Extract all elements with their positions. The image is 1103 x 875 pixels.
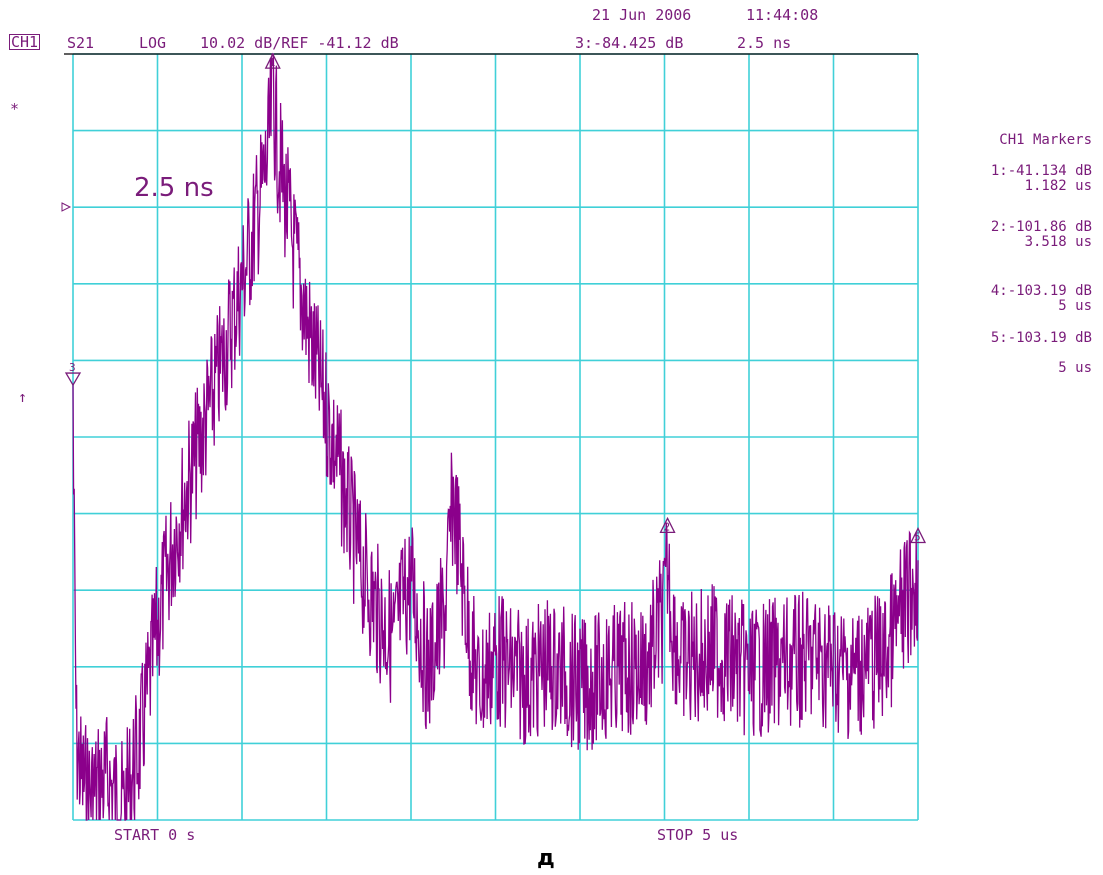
marker-5-value: 5:-103.19 dB (990, 330, 1092, 346)
marker-4-value: 4:-103.19 dB (990, 283, 1092, 299)
date-label: 21 Jun 2006 (592, 6, 692, 24)
star-icon: * (10, 100, 20, 118)
markers-panel-title: CH1 Markers (999, 132, 1092, 148)
stop-label: STOP 5 us (657, 826, 739, 844)
parameter-label: S21 (67, 34, 95, 52)
marker-1-value: 1:-41.134 dB (990, 163, 1092, 179)
start-label: START 0 s (114, 826, 196, 844)
channel-label: CH1 (9, 33, 41, 51)
format-label: LOG (139, 34, 167, 52)
marker-2-value: 2:-101.86 dB (990, 219, 1092, 235)
marker-1-time: 1.182 us (1024, 178, 1092, 194)
s21-trace (72, 53, 919, 821)
marker-3-label: 3 (69, 361, 76, 374)
marker-3-triangle (64, 372, 82, 387)
reference-pointer-icon (61, 202, 72, 212)
marker-2-time: 3.518 us (1024, 234, 1092, 250)
scale-label: 10.02 dB/REF -41.12 dB (200, 34, 399, 52)
marker-2-label: 2 (664, 520, 671, 533)
time-label: 11:44:08 (746, 6, 819, 24)
marker-1-triangle (264, 52, 281, 69)
active-marker-value: 3:-84.425 dB (575, 34, 684, 52)
marker-symbols: 1 2 3 5 (64, 52, 927, 544)
active-marker-time: 2.5 ns (737, 34, 792, 52)
marker-1-label: 1 (269, 56, 276, 69)
up-arrow-icon: ↑ (18, 388, 28, 406)
marker-5-label: 5 (914, 531, 921, 544)
marker-2-triangle (659, 516, 676, 533)
figure-caption: д (537, 846, 555, 871)
marker-4-time: 5 us (1058, 298, 1092, 314)
marker-5-triangle (909, 527, 927, 544)
annotation-2-5-ns: 2.5 ns (134, 173, 214, 203)
marker-5-time: 5 us (1058, 360, 1092, 376)
